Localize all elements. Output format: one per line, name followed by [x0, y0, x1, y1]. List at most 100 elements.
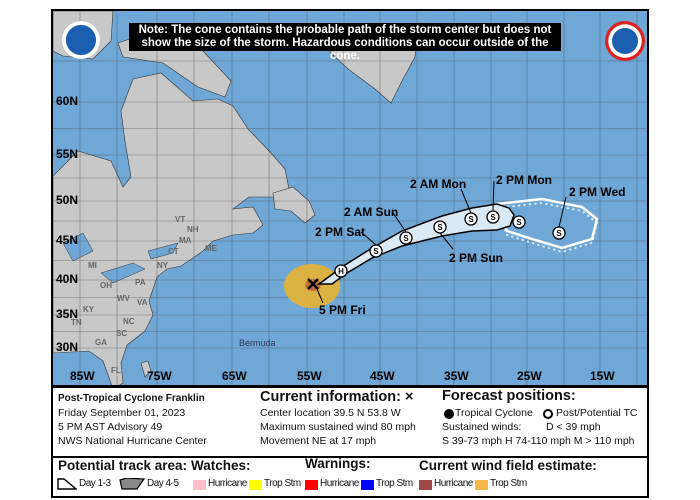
place-label: TN	[71, 318, 82, 327]
newfoundland	[272, 186, 316, 224]
center-location: Center location 39.5 N 53.8 W	[260, 407, 401, 419]
place-label: VT	[175, 215, 186, 224]
post-tc-icon	[369, 244, 383, 258]
label-leader	[439, 232, 454, 250]
place-label: OH	[100, 281, 112, 290]
forecast-map: H S S S S S S S Note: The cone contains the pro…	[51, 9, 649, 387]
watches-title: Watches:	[191, 458, 251, 473]
day-1-3-label: Day 1-3	[79, 478, 111, 489]
intensity-symbol: S	[373, 247, 379, 256]
wind-hurricane-swatch	[419, 480, 432, 490]
lon-label: 85W	[70, 369, 95, 383]
tropical-cyclone-icon	[444, 409, 454, 419]
lat-label: 60N	[56, 94, 79, 108]
lat-label: 40N	[56, 272, 79, 286]
place-label: GA	[95, 338, 107, 347]
forecast-time-label: 2 AM Mon	[410, 177, 467, 191]
forecast-points: H S S S S S S S	[334, 210, 566, 278]
warn-hurricane-swatch	[305, 480, 318, 490]
forecast-point: S	[552, 226, 566, 240]
forecast-point: S	[486, 210, 500, 224]
place-label: WV	[117, 294, 130, 303]
forecast-point: S	[433, 220, 447, 234]
map-canvas: H S S S S S S S	[53, 11, 647, 385]
tropical-cyclone-legend: Tropical Cyclone	[455, 407, 533, 419]
wind-trop-stm-label: Trop Stm	[490, 478, 527, 489]
forecast-time-label: 2 PM Sat	[315, 225, 366, 239]
lon-label: 55W	[297, 369, 322, 383]
sustained-winds-label: Sustained winds:	[442, 421, 522, 433]
advisory-date: Friday September 01, 2023	[58, 407, 186, 419]
movement: Movement NE at 17 mph	[260, 435, 377, 447]
lat-label: 45N	[56, 233, 79, 247]
label-leader	[360, 231, 377, 246]
lon-label: 25W	[517, 369, 542, 383]
cone-day-4-5	[495, 197, 599, 250]
post-tc-icon	[433, 220, 447, 234]
watch-trop-stm-swatch	[249, 480, 262, 490]
label-leader	[460, 188, 472, 214]
wind-field-title: Current wind field estimate:	[419, 458, 597, 473]
day-1-3-cone-icon	[57, 478, 77, 490]
watch-trop-stm-label: Trop Stm	[264, 478, 301, 489]
noaa-logo	[62, 21, 100, 59]
intensity-symbol: H	[338, 267, 344, 276]
wind-hurricane-label: Hurricane	[434, 478, 473, 489]
label-leaders	[316, 180, 567, 304]
current-info-title: Current information: ×	[260, 389, 414, 405]
forecast-point: S	[512, 215, 526, 229]
forecast-point: S	[464, 212, 478, 226]
intensity-symbol: S	[437, 223, 443, 232]
label-leader	[492, 180, 495, 212]
post-tc-icon	[543, 409, 553, 419]
label-leader	[392, 212, 407, 233]
storm-name: Post-Tropical Cyclone Franklin	[58, 393, 205, 404]
cone-disclaimer: Note: The cone contains the probable pat…	[129, 23, 561, 62]
post-tc-icon	[334, 264, 348, 278]
lon-label: 75W	[147, 369, 172, 383]
forecast-time-label: 2 PM Mon	[496, 173, 552, 187]
place-label: MI	[88, 261, 97, 270]
forecast-point: H	[334, 264, 348, 278]
forecast-point: S	[399, 231, 413, 245]
wind-trop-stm-swatch	[475, 480, 488, 490]
lon-label: 65W	[222, 369, 247, 383]
land	[53, 11, 419, 385]
lat-label: 50N	[56, 193, 79, 207]
lon-label: 15W	[590, 369, 615, 383]
warn-trop-stm-label: Trop Stm	[376, 478, 413, 489]
place-label: SC	[116, 329, 128, 338]
warn-trop-stm-swatch	[361, 480, 374, 490]
forecast-point: S	[369, 244, 383, 258]
place-label: NC	[123, 317, 135, 326]
lat-label: 35N	[56, 307, 79, 321]
place-label: ME	[205, 244, 217, 253]
watch-hurricane-label: Hurricane	[208, 478, 247, 489]
lon-label: 35W	[444, 369, 469, 383]
intensity-symbol: S	[490, 213, 496, 222]
place-label: VA	[137, 298, 148, 307]
place-label: NY	[157, 261, 169, 270]
post-tc-icon	[486, 210, 500, 224]
intensity-symbol: S	[468, 215, 474, 224]
place-label: KY	[83, 305, 95, 314]
label-leader	[558, 196, 567, 228]
post-tc-legend: Post/Potential TC	[556, 407, 638, 419]
legend-panel: Potential track area: Day 1-3 Day 4-5 Wa…	[51, 456, 649, 498]
north-america	[53, 72, 290, 385]
current-time-label: 5 PM Fri	[319, 303, 366, 317]
place-label: PA	[135, 278, 146, 287]
place-label: CT	[168, 247, 179, 256]
lon-label: 45W	[370, 369, 395, 383]
post-tc-icon	[399, 231, 413, 245]
intensity-symbol: S	[516, 218, 522, 227]
nws-logo	[605, 21, 645, 61]
post-tc-icon	[464, 212, 478, 226]
current-position-icon	[307, 278, 319, 290]
great-lakes	[62, 232, 179, 284]
place-label: FL	[111, 366, 121, 375]
intensity-symbol: S	[403, 234, 409, 243]
warn-hurricane-label: Hurricane	[320, 478, 359, 489]
forecast-time-label: 2 AM Sun	[344, 205, 399, 219]
depression-range: D < 39 mph	[546, 421, 601, 433]
